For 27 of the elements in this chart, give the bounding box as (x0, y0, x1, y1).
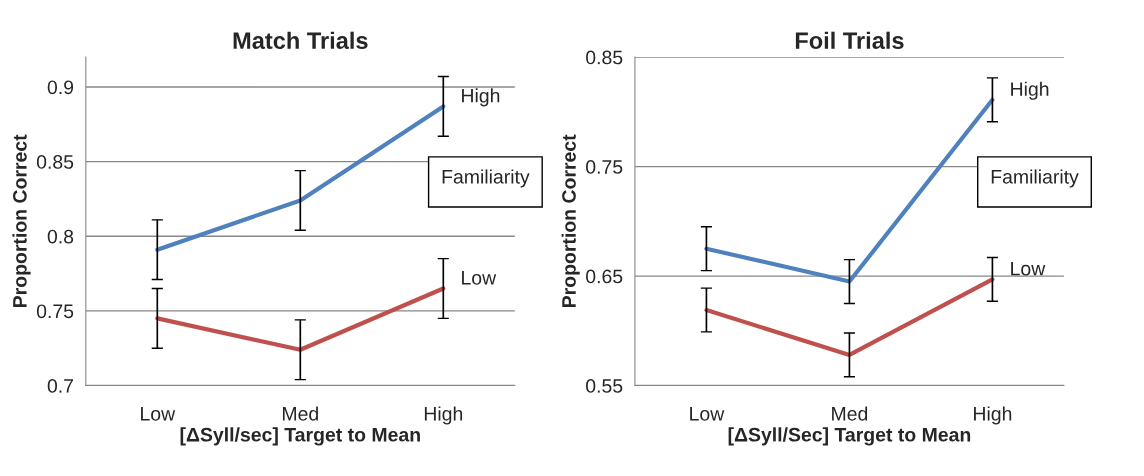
chart-title: Match Trials (233, 31, 368, 50)
series-label: Low (1011, 261, 1046, 276)
x-tick-label: High (424, 406, 463, 425)
y-tick-label: 0.75 (586, 160, 623, 174)
chart-title: Foil Trials (795, 31, 904, 50)
y-tick-label: 0.7 (47, 379, 74, 393)
series-label: High (462, 88, 500, 107)
x-axis-title: [ΔSyll/Sec] Target to Mean (728, 427, 971, 446)
y-tick-label: 0.85 (36, 155, 74, 169)
x-axis-title: [ΔSyll/sec] Target to Mean (180, 427, 420, 446)
y-tick-label: 0.85 (586, 50, 623, 65)
x-tick-label: Low (141, 407, 176, 421)
legend-title: Familiarity (442, 169, 530, 188)
x-tick-label: Med (282, 406, 318, 421)
y-tick-label: 0.65 (586, 269, 623, 284)
y-tick-label: 0.9 (47, 80, 74, 95)
y-axis-title: Proportion Correct (12, 134, 31, 307)
y-tick-label: 0.55 (586, 379, 623, 393)
x-tick-label: High (974, 406, 1012, 425)
x-tick-label: Low (690, 407, 725, 421)
y-axis-title: Proportion Correct (561, 134, 580, 307)
series-label: High (1011, 81, 1049, 100)
series-label: Low (462, 271, 497, 285)
x-tick-label: Med (832, 406, 868, 421)
y-tick-label: 0.8 (47, 229, 74, 244)
legend-title: Familiarity (991, 169, 1079, 188)
y-tick-label: 0.75 (36, 304, 74, 319)
